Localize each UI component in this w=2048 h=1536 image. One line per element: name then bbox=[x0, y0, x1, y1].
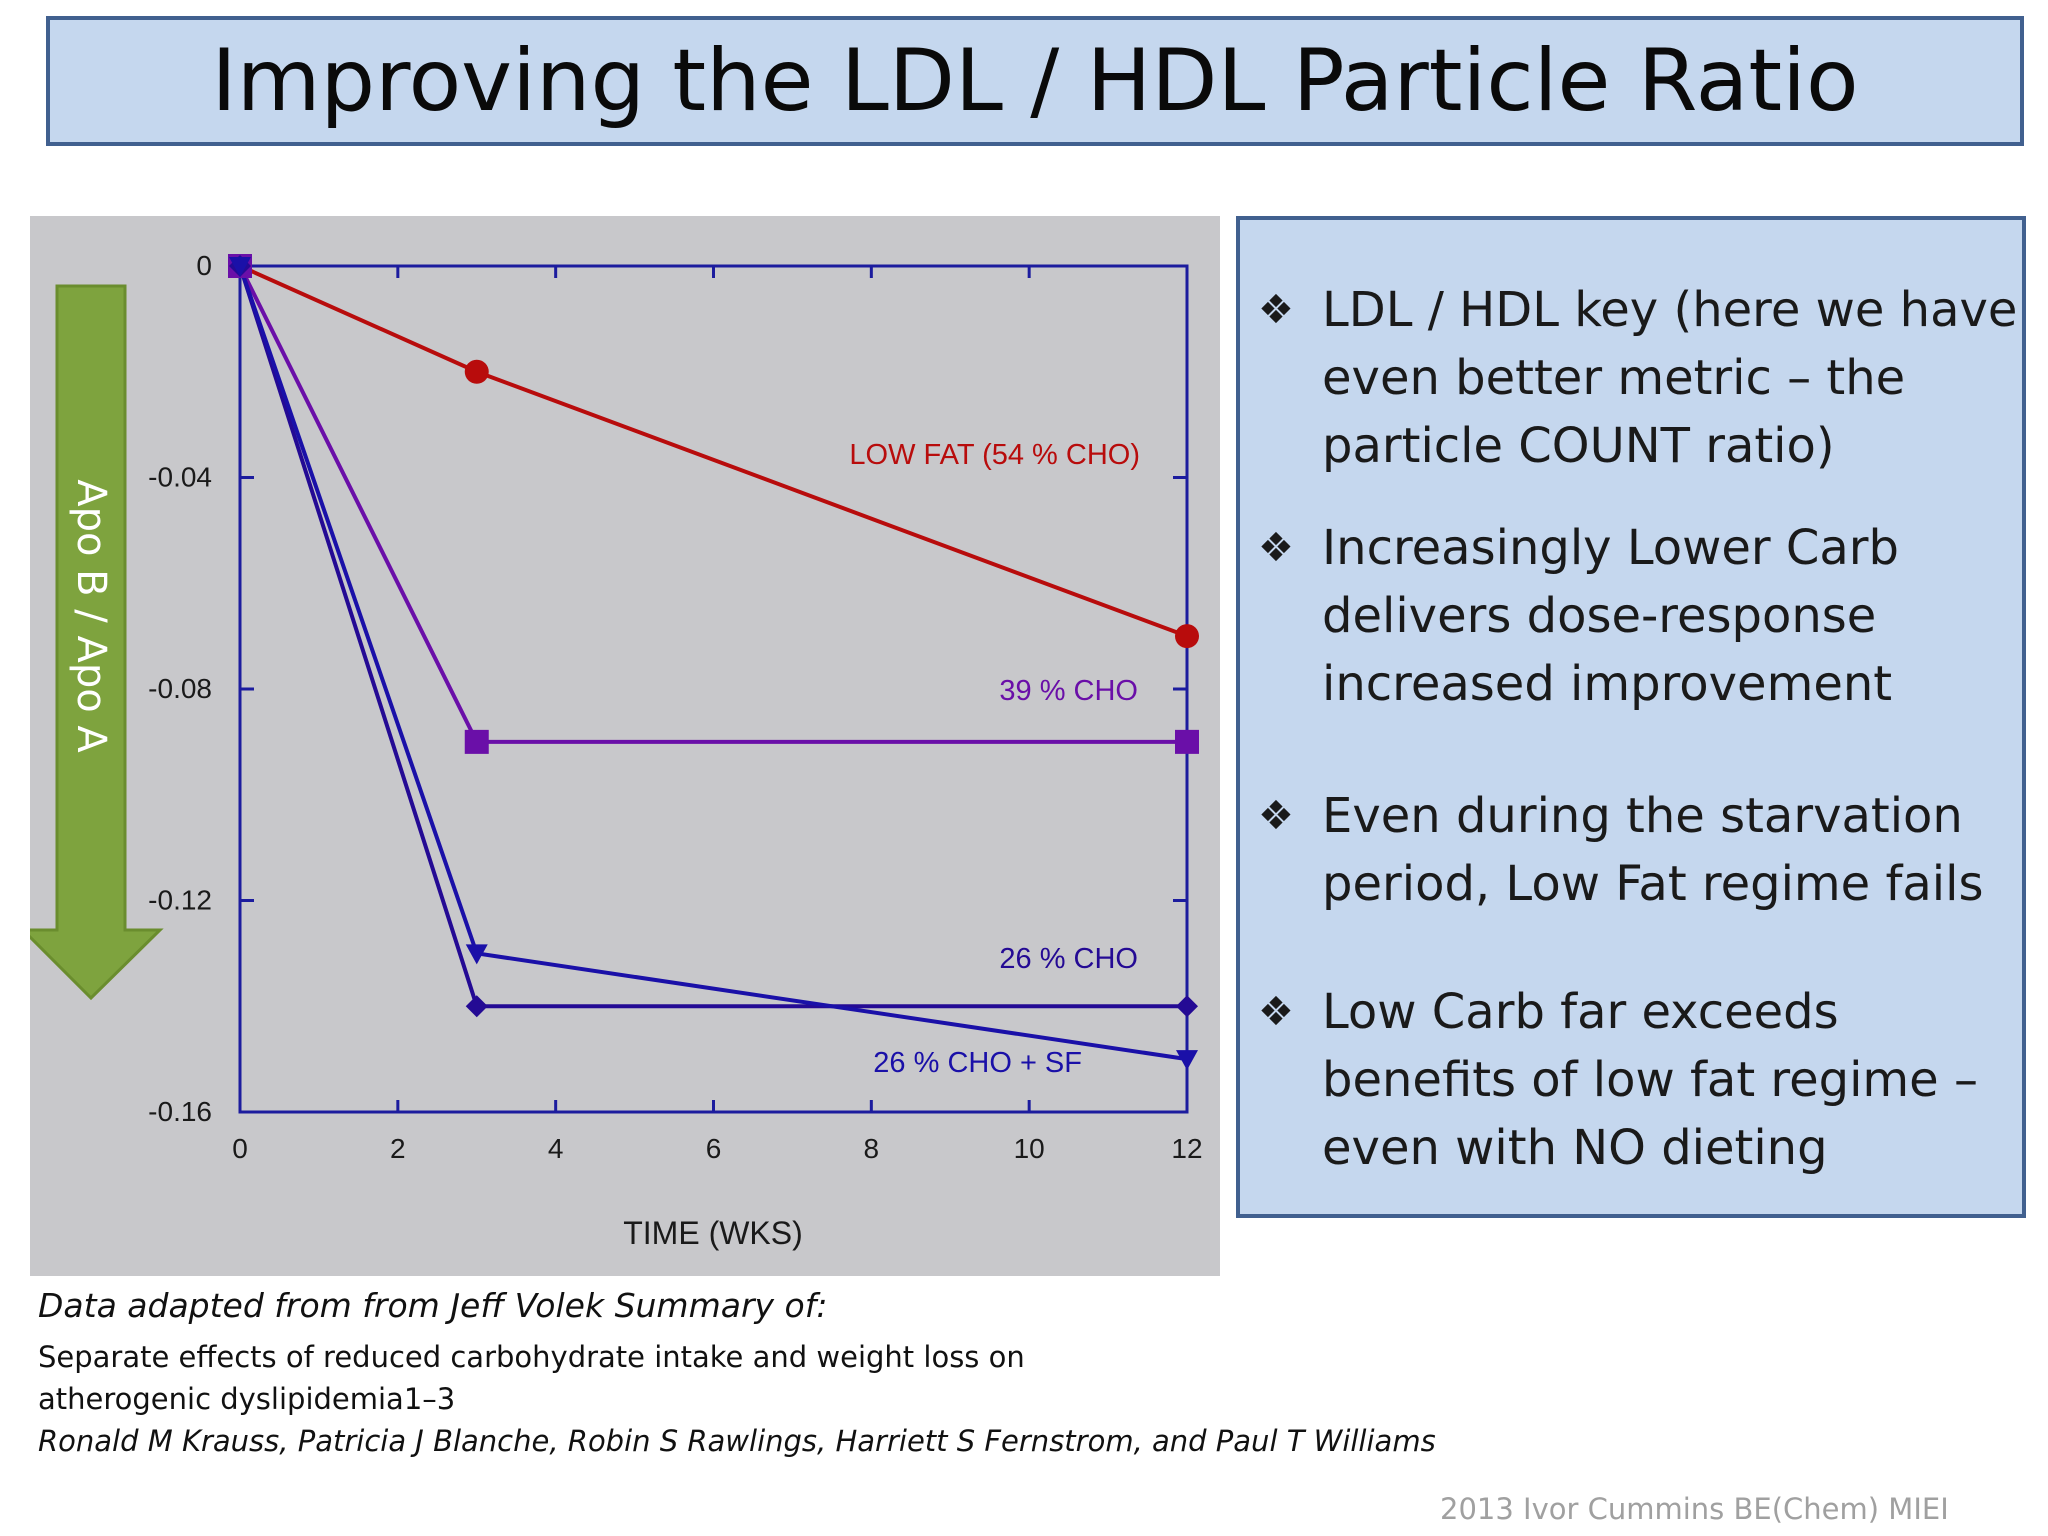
series-line bbox=[238, 265, 1187, 1009]
diamond-bullet-icon: ❖ bbox=[1258, 793, 1294, 839]
chart-panel: Apo B / Apo A 0 2 4 6 8 10 12 0 -0.04 -0.08 -0.12 -… bbox=[30, 216, 1220, 1276]
y-tick-label: -0.08 bbox=[148, 673, 212, 704]
bullet-text: Even during the starvation period, Low F… bbox=[1322, 788, 1984, 912]
series-label: 26 % CHO + SF bbox=[873, 1047, 1082, 1079]
series-line bbox=[238, 265, 1188, 1062]
diamond-bullet-icon: ❖ bbox=[1258, 989, 1294, 1035]
data-point-circle bbox=[464, 359, 489, 384]
y-tick-label: -0.12 bbox=[148, 885, 212, 916]
x-tick-label: 4 bbox=[548, 1133, 564, 1164]
down-arrow-icon: Apo B / Apo A bbox=[30, 284, 164, 1001]
x-tick-label: 10 bbox=[1014, 1133, 1045, 1164]
arrow-y-label: Apo B / Apo A bbox=[68, 479, 114, 753]
bullet-panel: ❖ LDL / HDL key (here we have even bette… bbox=[1236, 216, 2026, 1218]
y-tick-label: -0.04 bbox=[148, 462, 212, 493]
data-point-diamond bbox=[465, 995, 488, 1018]
source-paper-title-line2: atherogenic dyslipidemia1–3 bbox=[38, 1382, 456, 1416]
ratio-line-chart: Apo B / Apo A 0 2 4 6 8 10 12 0 -0.04 -0.08 -0.12 -… bbox=[30, 250, 1203, 1251]
series-label: 39 % CHO bbox=[999, 675, 1138, 707]
data-point-circle bbox=[1175, 624, 1199, 649]
bullet-text: Low Carb far exceeds benefits of low fat… bbox=[1322, 984, 1978, 1176]
x-axis-title: TIME (WKS) bbox=[623, 1215, 803, 1251]
bullet-item: ❖ LDL / HDL key (here we have even bette… bbox=[1258, 276, 2018, 480]
x-tick-label: 0 bbox=[232, 1133, 248, 1164]
x-tick-label: 12 bbox=[1171, 1133, 1202, 1164]
data-point-square bbox=[464, 729, 489, 754]
series-label: 26 % CHO bbox=[999, 943, 1138, 975]
y-tick-label: -0.16 bbox=[148, 1096, 212, 1127]
data-point-diamond bbox=[1176, 995, 1198, 1018]
data-point-triangle-down bbox=[229, 257, 251, 277]
diamond-bullet-icon: ❖ bbox=[1258, 287, 1294, 333]
bullet-item: ❖ Low Carb far exceeds benefits of low f… bbox=[1258, 978, 2018, 1182]
series-line bbox=[238, 265, 1187, 744]
x-tick-label: 8 bbox=[864, 1133, 880, 1164]
data-point-triangle-down bbox=[1176, 1050, 1198, 1071]
data-point-triangle-down bbox=[465, 944, 488, 965]
series-label: LOW FAT (54 % CHO) bbox=[849, 439, 1140, 471]
x-tick-label: 2 bbox=[390, 1133, 406, 1164]
slide-title: Improving the LDL / HDL Particle Ratio bbox=[211, 31, 1859, 131]
bullet-text: LDL / HDL key (here we have even better … bbox=[1322, 282, 2018, 474]
copyright-credit: 2013 Ivor Cummins BE(Chem) MIEI bbox=[1440, 1492, 1949, 1526]
diamond-bullet-icon: ❖ bbox=[1258, 525, 1294, 571]
source-authors: Ronald M Krauss, Patricia J Blanche, Rob… bbox=[38, 1424, 1436, 1458]
x-tick-label: 6 bbox=[706, 1133, 722, 1164]
title-banner: Improving the LDL / HDL Particle Ratio bbox=[46, 16, 2024, 146]
data-point-square bbox=[1175, 729, 1199, 754]
bullet-item: ❖ Even during the starvation period, Low… bbox=[1258, 782, 2018, 918]
bullet-text: Increasingly Lower Carb delivers dose-re… bbox=[1322, 520, 1900, 712]
bullet-item: ❖ Increasingly Lower Carb delivers dose-… bbox=[1258, 514, 2018, 718]
y-tick-label: 0 bbox=[196, 250, 212, 281]
source-heading: Data adapted from from Jeff Volek Summar… bbox=[38, 1286, 828, 1325]
source-paper-title-line1: Separate effects of reduced carbohydrate… bbox=[38, 1340, 1025, 1374]
